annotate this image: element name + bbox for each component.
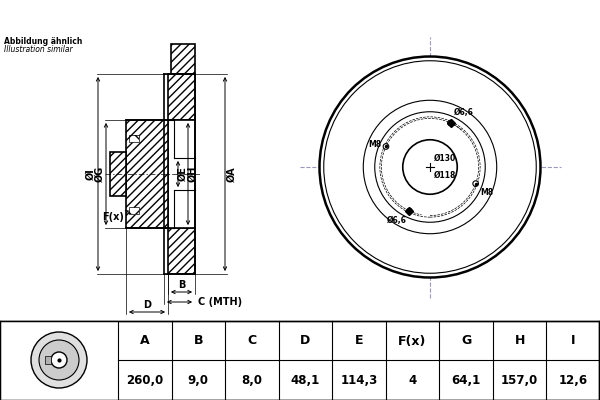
Text: Illustration similar: Illustration similar bbox=[4, 45, 73, 54]
Text: 64,1: 64,1 bbox=[451, 374, 481, 386]
Circle shape bbox=[39, 340, 79, 380]
Bar bbox=[110, 152, 126, 196]
Text: B: B bbox=[178, 280, 185, 290]
Text: ØI: ØI bbox=[86, 168, 96, 180]
Bar bbox=[168, 120, 195, 228]
Circle shape bbox=[31, 332, 87, 388]
Bar bbox=[0, 321, 118, 400]
Text: B: B bbox=[194, 334, 203, 348]
Text: A: A bbox=[140, 334, 149, 348]
Text: ØH: ØH bbox=[188, 166, 198, 182]
Text: 260,0: 260,0 bbox=[126, 374, 163, 386]
Circle shape bbox=[363, 100, 497, 234]
Text: 157,0: 157,0 bbox=[501, 374, 538, 386]
Text: E: E bbox=[355, 334, 363, 348]
Text: ØA: ØA bbox=[227, 166, 237, 182]
Circle shape bbox=[407, 208, 412, 214]
Text: M8: M8 bbox=[368, 140, 381, 149]
Bar bbox=[126, 120, 168, 228]
Text: F(x): F(x) bbox=[398, 334, 427, 348]
Bar bbox=[45, 356, 51, 364]
Bar bbox=[110, 152, 126, 196]
Text: I: I bbox=[571, 334, 575, 348]
Circle shape bbox=[403, 140, 457, 194]
Circle shape bbox=[324, 61, 536, 273]
Bar bbox=[168, 228, 195, 274]
Text: D: D bbox=[301, 334, 311, 348]
Bar bbox=[129, 206, 139, 214]
Bar bbox=[129, 206, 139, 214]
Text: ØG: ØG bbox=[95, 166, 105, 182]
Circle shape bbox=[320, 56, 541, 278]
Text: C: C bbox=[247, 334, 256, 348]
Circle shape bbox=[383, 144, 389, 149]
Bar bbox=[168, 74, 195, 120]
Text: H: H bbox=[514, 334, 525, 348]
Text: 48,1: 48,1 bbox=[291, 374, 320, 386]
Text: 114,3: 114,3 bbox=[340, 374, 377, 386]
Text: Ø130: Ø130 bbox=[434, 154, 456, 162]
Text: Abbildung ähnlich: Abbildung ähnlich bbox=[4, 37, 82, 46]
Text: 9,0: 9,0 bbox=[188, 374, 209, 386]
Text: 8,0: 8,0 bbox=[241, 374, 262, 386]
Text: ØE: ØE bbox=[178, 166, 188, 182]
Bar bbox=[171, 44, 195, 74]
Bar bbox=[171, 44, 195, 74]
Text: 12,6: 12,6 bbox=[559, 374, 588, 386]
Text: G: G bbox=[461, 334, 471, 348]
Circle shape bbox=[375, 112, 485, 222]
Bar bbox=[129, 134, 139, 142]
Bar bbox=[129, 134, 139, 142]
Text: D: D bbox=[143, 300, 151, 310]
Circle shape bbox=[448, 120, 454, 126]
Text: 24.0109-0145.1: 24.0109-0145.1 bbox=[134, 6, 306, 24]
Circle shape bbox=[51, 352, 67, 368]
Bar bbox=[168, 74, 195, 120]
Text: 4: 4 bbox=[409, 374, 416, 386]
Text: F(x): F(x) bbox=[102, 212, 124, 222]
Circle shape bbox=[473, 181, 478, 186]
Bar bbox=[168, 228, 195, 274]
Bar bbox=[126, 120, 168, 228]
Text: Ø6,6: Ø6,6 bbox=[454, 108, 473, 117]
Text: 409145: 409145 bbox=[379, 6, 461, 24]
Text: M8: M8 bbox=[481, 188, 494, 197]
Text: Ø118: Ø118 bbox=[434, 170, 457, 180]
Text: C (MTH): C (MTH) bbox=[198, 297, 242, 307]
Text: Ø6,6: Ø6,6 bbox=[386, 216, 406, 225]
